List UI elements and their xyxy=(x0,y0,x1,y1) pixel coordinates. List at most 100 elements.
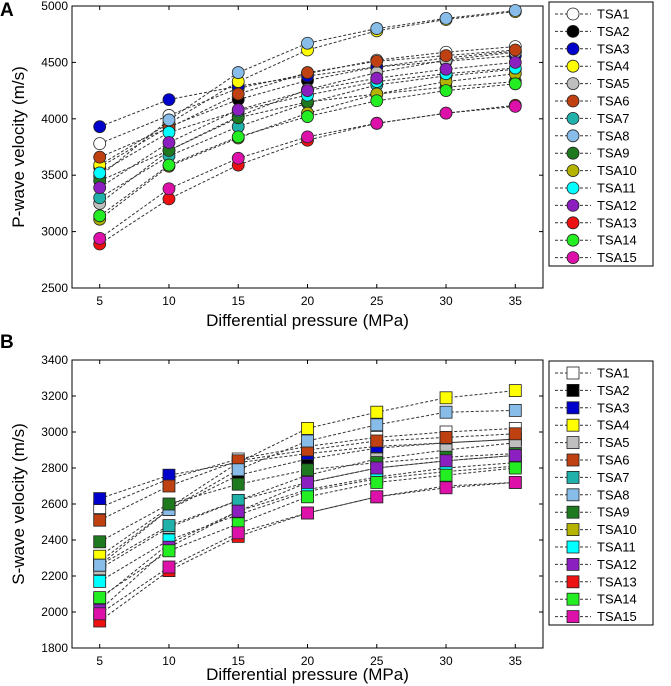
plot-area-b xyxy=(71,359,544,649)
p2-y-tick-label: 2400 xyxy=(41,533,68,547)
p1-legend-label: TSA12 xyxy=(597,198,637,213)
p2-data-point-tsa3 xyxy=(93,492,107,506)
p1-y-tick-label: 3500 xyxy=(41,168,68,182)
p2-legend-label: TSA9 xyxy=(597,505,630,520)
y-axis-title-a: P-wave velocity (m/s) xyxy=(9,66,28,228)
p1-legend-label: TSA11 xyxy=(597,181,636,196)
panel-letter-b: B xyxy=(0,332,14,353)
p2-y-tick-label: 1800 xyxy=(41,641,68,655)
p1-legend-marker-tsa9 xyxy=(566,146,580,160)
p2-data-point-tsa6 xyxy=(439,430,453,444)
p2-legend-marker-tsa4 xyxy=(566,418,580,432)
p2-data-point-tsa9 xyxy=(231,477,245,491)
p2-data-point-tsa14 xyxy=(370,475,384,489)
p2-data-point-tsa4 xyxy=(301,421,314,435)
p1-legend-label: TSA5 xyxy=(597,76,630,91)
p1-y-tick-label: 5000 xyxy=(41,0,68,13)
p2-legend-marker-tsa11 xyxy=(566,540,580,554)
p2-data-point-tsa3 xyxy=(162,468,176,482)
p2-legend-label: TSA4 xyxy=(597,418,630,433)
p2-data-point-tsa6 xyxy=(162,479,176,493)
p1-legend-marker-tsa6 xyxy=(566,94,580,108)
p2-legend-marker-tsa15 xyxy=(566,610,580,623)
p2-x-tick-label: 10 xyxy=(162,654,176,668)
p2-legend-label: TSA3 xyxy=(597,400,630,415)
p1-x-tick-label: 20 xyxy=(301,294,315,308)
p1-data-point-tsa8 xyxy=(370,22,384,35)
p1-legend-marker-tsa12 xyxy=(566,198,580,212)
p2-legend-marker-tsa13 xyxy=(566,575,580,589)
p1-x-tick-label: 35 xyxy=(509,294,523,308)
p2-x-tick-label: 15 xyxy=(232,654,246,668)
p1-x-tick-label: 30 xyxy=(439,294,453,308)
legend-box-a xyxy=(548,1,654,267)
p1-data-point-tsa14 xyxy=(231,130,245,144)
p2-data-point-tsa11 xyxy=(93,575,107,588)
p2-y-tick-label: 2200 xyxy=(41,569,68,583)
p1-y-tick-label: 3000 xyxy=(41,225,68,239)
p1-legend-marker-tsa3 xyxy=(566,42,580,56)
p1-legend-label: TSA14 xyxy=(597,233,637,248)
p2-legend-marker-tsa14 xyxy=(566,592,580,606)
p1-legend-marker-tsa2 xyxy=(566,24,580,38)
p2-legend-marker-tsa10 xyxy=(566,523,580,536)
p1-data-point-tsa14 xyxy=(162,158,176,172)
p2-legend-marker-tsa12 xyxy=(566,558,580,571)
p2-data-point-tsa6 xyxy=(93,513,107,527)
p2-y-tick-label: 3400 xyxy=(41,353,68,367)
legend-b: TSA1 TSA2 TSA3 TSA4 TSA5 TSA6 TSA7 TSA8 TSA9 TSA1… xyxy=(548,360,654,626)
p2-data-point-tsa15 xyxy=(439,481,453,495)
p2-data-point-tsa12 xyxy=(508,448,522,462)
p1-data-point-tsa8 xyxy=(301,36,314,50)
series-b xyxy=(93,384,522,628)
p2-legend-label: TSA12 xyxy=(597,557,637,572)
p2-data-point-tsa15 xyxy=(231,526,245,540)
p1-data-point-tsa15 xyxy=(93,231,107,245)
p2-data-point-tsa6 xyxy=(370,434,384,448)
p2-y-tick-label: 3000 xyxy=(41,425,68,439)
p2-legend-label: TSA5 xyxy=(597,435,630,450)
p1-data-point-tsa1 xyxy=(93,137,107,151)
x-axis-title-b: Differential pressure (MPa) xyxy=(206,665,409,684)
x-axis-title-a: Differential pressure (MPa) xyxy=(206,311,409,330)
p2-data-point-tsa15 xyxy=(162,560,176,574)
p2-legend-marker-tsa2 xyxy=(566,383,580,397)
p1-data-point-tsa3 xyxy=(93,120,107,134)
p2-data-point-tsa15 xyxy=(370,490,384,504)
p1-legend-label: TSA7 xyxy=(597,111,630,126)
p1-data-point-tsa15 xyxy=(439,106,453,120)
p2-legend-marker-tsa8 xyxy=(566,488,580,502)
ticks-b: 5 10 15 20 25 30 35 1800 2000 2200 2400 2600 2800 300… xyxy=(41,353,543,668)
p1-x-tick-label: 15 xyxy=(232,294,246,308)
p1-data-point-tsa12 xyxy=(370,71,384,85)
p1-data-point-tsa12 xyxy=(231,103,245,117)
p1-data-point-tsa6 xyxy=(301,66,314,79)
p1-data-point-tsa14 xyxy=(508,77,522,91)
p1-data-point-tsa12 xyxy=(301,84,314,97)
p2-y-tick-label: 2600 xyxy=(41,497,68,511)
p2-x-tick-label: 5 xyxy=(96,654,103,668)
p2-data-point-tsa9 xyxy=(93,535,107,549)
p1-data-point-tsa14 xyxy=(301,110,314,123)
p2-data-point-tsa12 xyxy=(370,461,384,475)
p1-legend-label: TSA10 xyxy=(597,163,637,178)
panel-b: B 5 10 15 20 25 30 35 1800 2000 2200 2400 2600 2800 3… xyxy=(0,332,654,684)
p1-data-point-tsa12 xyxy=(162,136,176,149)
p1-data-point-tsa8 xyxy=(508,4,522,17)
p2-legend-label: TSA7 xyxy=(597,470,630,485)
p1-y-tick-label: 2500 xyxy=(41,281,68,295)
p2-data-point-tsa14 xyxy=(439,468,453,482)
p1-legend-marker-tsa1 xyxy=(566,7,580,21)
p2-data-point-tsa8 xyxy=(231,463,245,477)
p1-data-point-tsa14 xyxy=(93,209,107,223)
p1-legend-label: TSA4 xyxy=(597,59,630,74)
y-axis-title-b: S-wave velocity (m/s) xyxy=(9,423,28,585)
p2-legend-marker-tsa1 xyxy=(566,366,580,380)
p2-x-tick-label: 35 xyxy=(509,654,523,668)
p2-data-point-tsa15 xyxy=(301,506,314,520)
p2-data-point-tsa15 xyxy=(93,607,107,621)
p1-legend-marker-tsa7 xyxy=(566,112,580,125)
p1-data-point-tsa11 xyxy=(93,166,107,180)
p1-data-point-tsa6 xyxy=(508,43,522,57)
